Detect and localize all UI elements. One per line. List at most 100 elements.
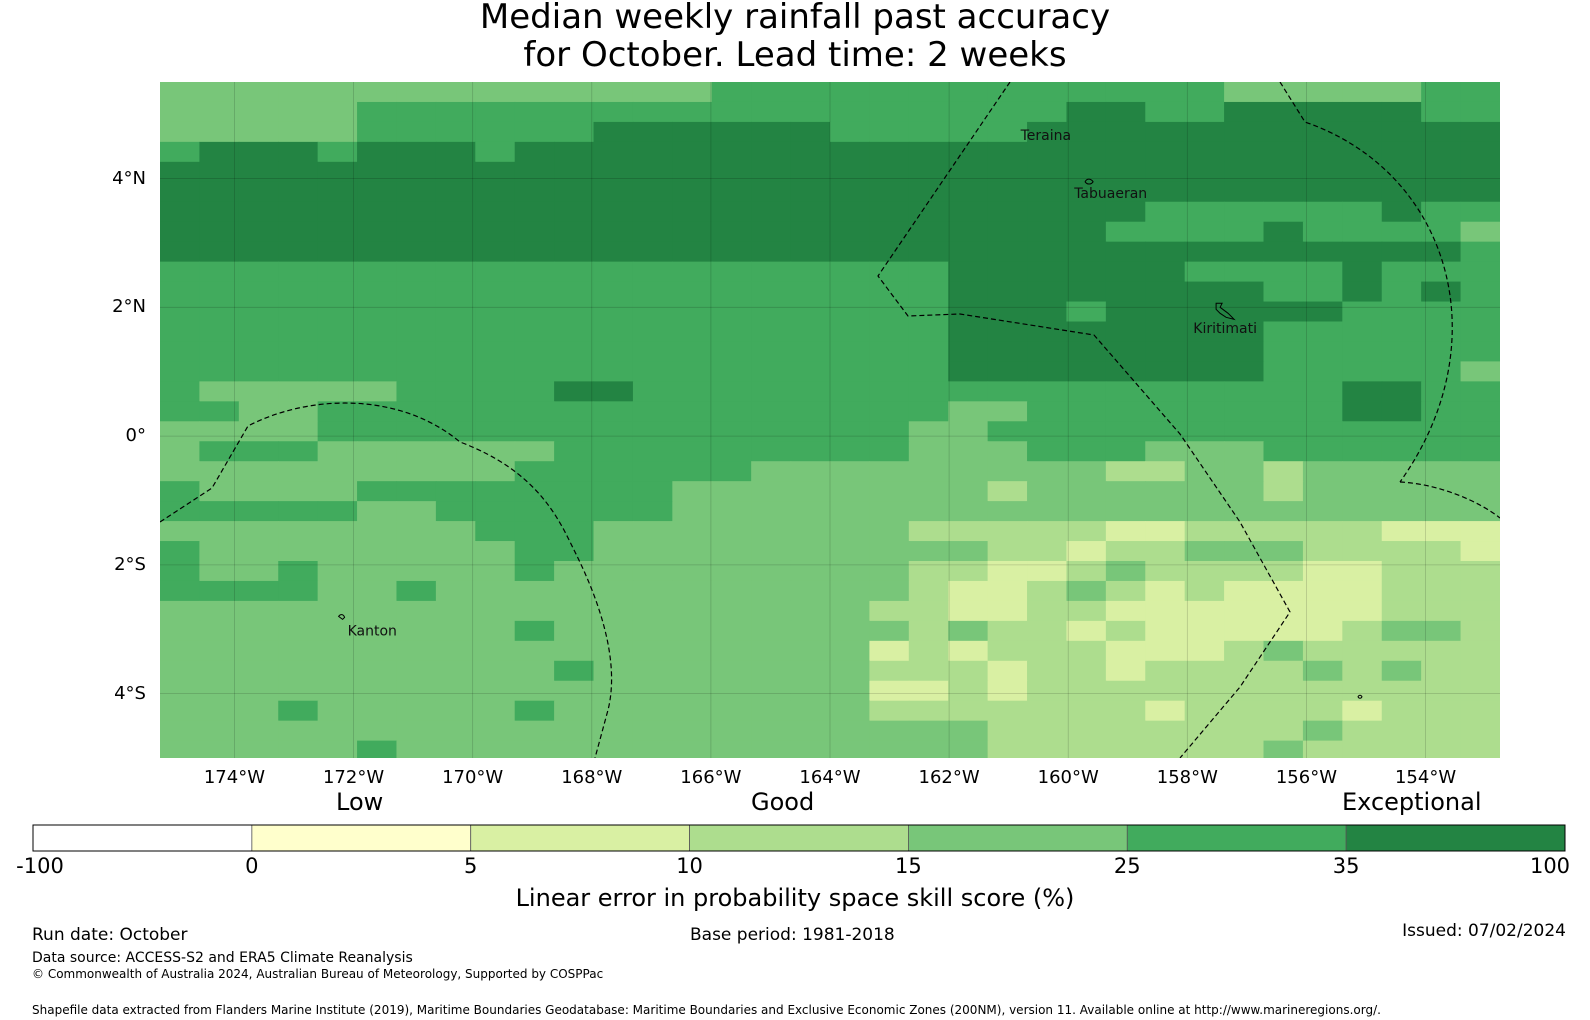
skill-cell (317, 441, 358, 462)
skill-cell (790, 720, 831, 742)
skill-cell (987, 700, 1028, 722)
skill-cell (1421, 740, 1462, 758)
skill-cell (160, 640, 201, 662)
skill-cell (987, 580, 1028, 602)
skill-cell (593, 361, 634, 382)
skill-cell (790, 481, 831, 502)
skill-cell (711, 700, 752, 722)
skill-cell (1421, 201, 1462, 223)
skill-cell (869, 700, 910, 722)
latitude-tick-label: 0° (125, 425, 146, 447)
skill-cell (593, 620, 634, 642)
skill-cell (1381, 521, 1422, 542)
colorbar-segment (908, 824, 1128, 852)
skill-cell (790, 321, 831, 343)
skill-cell (1421, 361, 1462, 382)
skill-cell (238, 441, 279, 462)
skill-cell (278, 301, 319, 323)
skill-cell (632, 401, 673, 422)
skill-cell (317, 341, 358, 363)
skill-cell (790, 620, 831, 642)
skill-cell (1263, 640, 1304, 662)
skill-cell (1263, 600, 1304, 622)
skill-cell (1421, 181, 1462, 203)
skill-cell (672, 261, 713, 283)
skill-cell (278, 680, 319, 702)
skill-cell (869, 82, 910, 103)
latitude-tick-label: 2°S (114, 553, 146, 575)
skill-cell (475, 141, 516, 163)
skill-cell (396, 580, 437, 602)
skill-cell (1302, 560, 1343, 582)
skill-cell (1342, 560, 1383, 582)
skill-cell (1263, 541, 1304, 562)
skill-cell (790, 261, 831, 283)
skill-cell (554, 560, 595, 582)
skill-cell (593, 421, 634, 442)
skill-cell (987, 321, 1028, 343)
skill-cell (475, 620, 516, 642)
skill-cell (1342, 521, 1383, 542)
skill-cell (908, 640, 949, 662)
skill-cell (1184, 141, 1225, 163)
skill-cell (1066, 161, 1107, 183)
skill-cell (948, 101, 989, 123)
skill-cell (987, 600, 1028, 622)
skill-cell (869, 521, 910, 542)
skill-cell (1342, 740, 1383, 758)
skill-cell (1421, 141, 1462, 163)
skill-cell (948, 521, 989, 542)
skill-cell (1263, 281, 1304, 303)
skill-cell (1224, 461, 1265, 482)
skill-cell (199, 161, 240, 183)
skill-cell (751, 720, 792, 742)
skill-cell (1224, 481, 1265, 502)
skill-cell (396, 82, 437, 103)
skill-cell (199, 580, 240, 602)
skill-cell (357, 241, 398, 263)
skill-cell (435, 421, 476, 442)
skill-cell (435, 700, 476, 722)
skill-cell (1342, 341, 1383, 363)
skill-cell (514, 261, 555, 283)
skill-cell (1184, 660, 1225, 682)
skill-cell (199, 301, 240, 323)
skill-cell (829, 221, 870, 243)
skill-cell (1027, 620, 1068, 642)
skill-cell (317, 640, 358, 662)
skill-cell (554, 241, 595, 263)
skill-cell (317, 321, 358, 343)
skill-cell (1342, 580, 1383, 602)
skill-cell (554, 640, 595, 662)
skill-cell (1145, 201, 1186, 223)
skill-cell (711, 441, 752, 462)
skill-cell (1263, 221, 1304, 243)
skill-cell (514, 560, 555, 582)
skill-cell (672, 600, 713, 622)
skill-cell (1184, 201, 1225, 223)
skill-cell (357, 141, 398, 163)
skill-cell (435, 541, 476, 562)
skill-cell (199, 720, 240, 742)
skill-cell (632, 421, 673, 442)
skill-cell (160, 281, 201, 303)
skill-cell (751, 241, 792, 263)
skill-cell (475, 441, 516, 462)
skill-cell (672, 580, 713, 602)
skill-cell (278, 181, 319, 203)
skill-cell (514, 740, 555, 758)
skill-cell (948, 261, 989, 283)
skill-cell (790, 421, 831, 442)
skill-cell (948, 82, 989, 103)
skill-cell (1460, 521, 1500, 542)
skill-cell (1145, 501, 1186, 522)
skill-cell (1381, 461, 1422, 482)
skill-cell (475, 720, 516, 742)
skill-cell (1145, 580, 1186, 602)
skill-cell (1105, 121, 1146, 143)
skill-cell (908, 680, 949, 702)
skill-cell (1302, 541, 1343, 562)
skill-cell (1027, 341, 1068, 363)
skill-cell (278, 481, 319, 502)
skill-cell (711, 161, 752, 183)
